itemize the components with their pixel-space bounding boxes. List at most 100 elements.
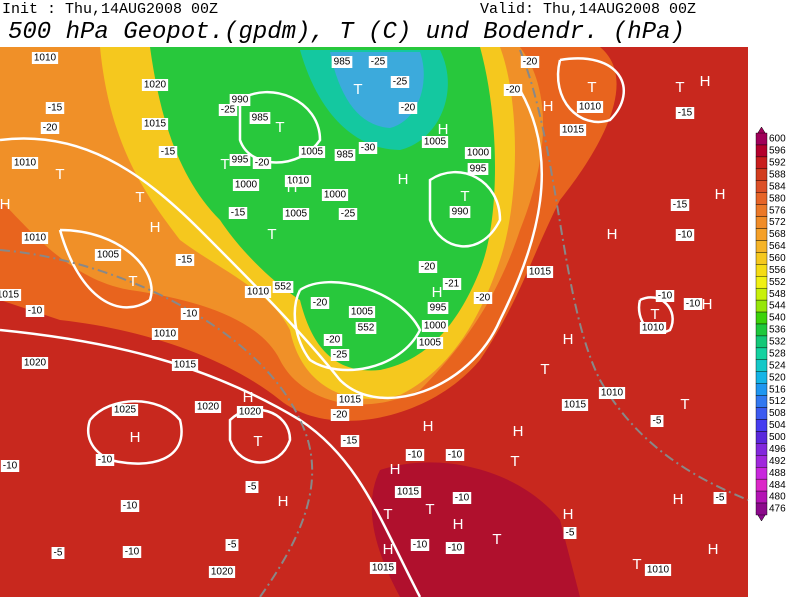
contour-label: -10 xyxy=(448,543,463,554)
map-title: 500 hPa Geopot.(gpdm), T (C) und Bodendr… xyxy=(8,19,685,46)
contour-label: -10 xyxy=(408,450,423,461)
contour-label: -10 xyxy=(3,461,18,472)
pressure-center: H xyxy=(432,284,443,301)
contour-label: 995 xyxy=(232,155,249,166)
map-labels: 101010201015-15-20-151010HTTH10101005T-1… xyxy=(0,52,727,578)
label-box xyxy=(655,290,675,302)
contour-label: -10 xyxy=(658,291,673,302)
label-box xyxy=(252,157,272,169)
contour-label: 1015 xyxy=(564,400,587,411)
label-box xyxy=(94,249,122,261)
label-box xyxy=(467,163,489,175)
pressure-center: H xyxy=(287,179,298,196)
colorbar-swatch xyxy=(755,478,768,492)
colorbar-label: 600 xyxy=(769,134,786,145)
contour-label: -15 xyxy=(673,200,688,211)
colorbar-label: 552 xyxy=(769,277,786,288)
colorbar-swatch xyxy=(755,144,768,158)
colorbar-swatch xyxy=(755,240,768,253)
colorbar-label: 480 xyxy=(769,492,786,503)
label-box xyxy=(520,56,540,68)
pressure-center: T xyxy=(55,166,64,183)
contour-label: -10 xyxy=(455,493,470,504)
colorbar-swatch xyxy=(755,335,768,349)
colorbar-swatch xyxy=(755,359,768,372)
label-box xyxy=(40,122,60,134)
label-box xyxy=(348,306,376,318)
pressure-center: H xyxy=(708,541,719,558)
colorbar-label: 540 xyxy=(769,313,786,324)
contour-label: -10 xyxy=(123,501,138,512)
contour-label: -20 xyxy=(401,103,416,114)
colorbar-label: 592 xyxy=(769,158,786,169)
colorbar-label: 516 xyxy=(769,384,786,395)
pressure-center: T xyxy=(587,79,596,96)
colorbar-swatch xyxy=(755,204,768,217)
contour-label: 1005 xyxy=(351,307,374,318)
contour-label: 1005 xyxy=(424,137,447,148)
label-box xyxy=(355,322,377,334)
pressure-center: H xyxy=(438,121,449,138)
label-box xyxy=(282,208,310,220)
contour-label: -25 xyxy=(371,57,386,68)
pressure-center: H xyxy=(702,296,713,313)
contour-label: 1000 xyxy=(424,321,447,332)
label-box xyxy=(298,146,326,158)
map-field xyxy=(0,47,749,597)
label-box xyxy=(675,107,695,119)
init-time: Init : Thu,14AUG2008 00Z xyxy=(2,1,218,18)
label-box xyxy=(95,454,115,466)
label-box xyxy=(180,308,200,320)
label-box xyxy=(410,539,430,551)
colorbar-swatch xyxy=(755,502,768,516)
colorbar-swatch xyxy=(755,419,768,432)
colorbar-label: 556 xyxy=(769,265,786,276)
label-box xyxy=(232,179,260,191)
label-box xyxy=(225,539,239,551)
contour-label: 995 xyxy=(430,303,447,314)
colorbar-swatch xyxy=(755,431,768,444)
label-box xyxy=(336,394,364,406)
label-box xyxy=(31,52,59,64)
contour-label: 1000 xyxy=(467,148,490,159)
pressure-center: T xyxy=(220,156,229,173)
colorbar-label: 532 xyxy=(769,337,786,348)
pressure-center: T xyxy=(267,226,276,243)
label-box xyxy=(427,302,449,314)
label-box xyxy=(175,254,195,266)
contour-label: 995 xyxy=(470,164,487,175)
label-box xyxy=(0,289,22,301)
colorbar-swatch xyxy=(755,395,768,408)
label-box xyxy=(559,124,587,136)
contour-label: 1005 xyxy=(285,209,308,220)
contour-label: 1010 xyxy=(154,329,177,340)
colorbar-label: 500 xyxy=(769,432,786,443)
label-box xyxy=(340,435,360,447)
colorbar-swatch xyxy=(755,156,768,170)
label-box xyxy=(394,486,422,498)
colorbar-swatch xyxy=(755,371,768,384)
contour-label: 1010 xyxy=(34,53,57,64)
colorbar-label: 544 xyxy=(769,301,786,312)
pressure-center: H xyxy=(700,73,711,90)
pressure-center: T xyxy=(632,556,641,573)
pressure-center: T xyxy=(135,189,144,206)
contour-label: 1015 xyxy=(529,267,552,278)
contour-label: 1020 xyxy=(144,80,167,91)
contour-label: -5 xyxy=(228,540,237,551)
label-box xyxy=(171,359,199,371)
contour-label: 985 xyxy=(252,113,269,124)
label-box xyxy=(229,94,251,106)
contour-label: 990 xyxy=(452,207,469,218)
contour-label: -21 xyxy=(445,279,460,290)
colorbar-label: 568 xyxy=(769,229,786,240)
label-box xyxy=(368,56,388,68)
label-box xyxy=(452,492,472,504)
label-box xyxy=(229,154,251,166)
label-box xyxy=(45,102,65,114)
contour-label: 1010 xyxy=(24,233,47,244)
pressure-center: H xyxy=(543,98,554,115)
label-box xyxy=(418,261,438,273)
colorbar-swatch xyxy=(755,192,768,205)
contour-label: 1010 xyxy=(579,102,602,113)
